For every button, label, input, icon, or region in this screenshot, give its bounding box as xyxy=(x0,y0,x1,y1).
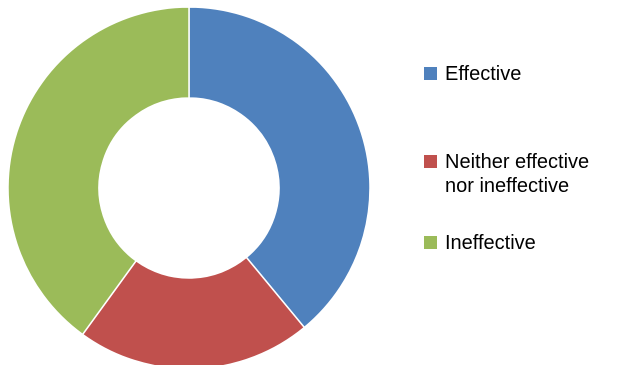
donut-slice-effective xyxy=(188,6,371,329)
legend-swatch-neither xyxy=(424,155,437,168)
legend-swatch-effective xyxy=(424,67,437,80)
donut-slice-neither xyxy=(81,256,306,365)
legend-swatch-ineffective xyxy=(424,236,437,249)
legend-item-ineffective: Ineffective xyxy=(424,231,635,255)
donut-plot-area xyxy=(7,6,371,365)
legend-label-ineffective: Ineffective xyxy=(445,232,536,254)
legend-label-effective: Effective xyxy=(445,63,522,85)
legend-label-neither: Neither effective nor ineffective xyxy=(445,151,590,197)
donut-slice-ineffective xyxy=(7,6,190,336)
legend-item-effective: Effective xyxy=(424,62,635,86)
legend-item-neither: Neither effective nor ineffective xyxy=(424,150,635,198)
